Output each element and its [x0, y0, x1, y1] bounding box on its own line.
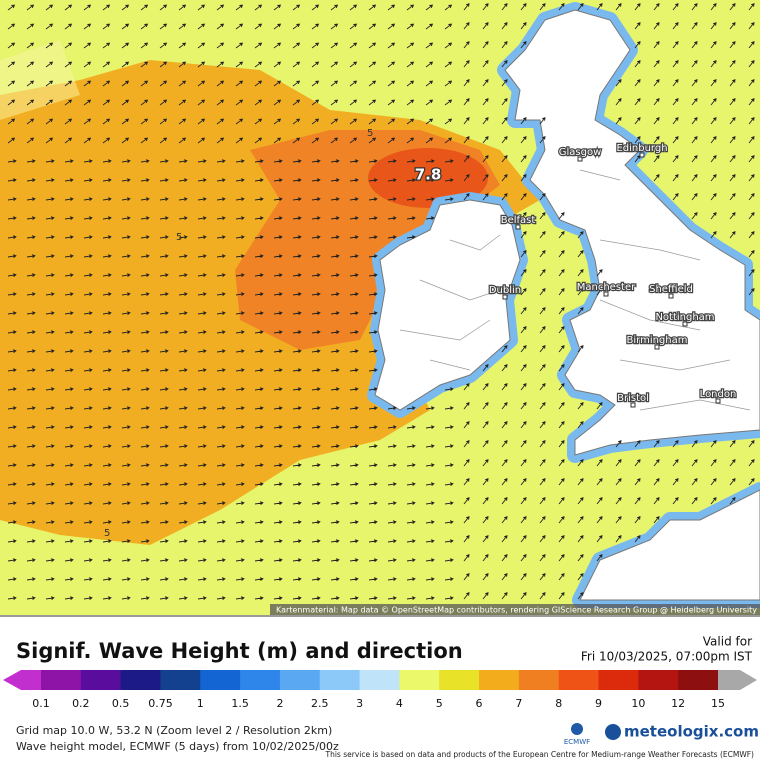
attribution: Kartenmaterial: Map data © OpenStreetMap… [276, 606, 757, 615]
city-marker [654, 344, 660, 350]
city-label: Sheffield [649, 284, 693, 295]
legend-label: 4 [396, 697, 403, 710]
legend-label: 15 [711, 697, 725, 710]
legend-swatch [160, 670, 201, 690]
legend-end [3, 670, 41, 690]
contour-label: 5 [104, 528, 110, 539]
legend-label: 10 [631, 697, 645, 710]
ecmwf-logo [571, 723, 583, 735]
peak-label: 7.8 [415, 166, 442, 184]
city-marker [577, 156, 583, 162]
footer-model: Wave height model, ECMWF (5 days) from 1… [16, 740, 339, 753]
city-label: Glasgow [559, 147, 602, 158]
divider [0, 615, 760, 617]
legend-swatch [518, 670, 560, 690]
ecmwf-text: ECMWF [564, 738, 590, 746]
city-marker [682, 321, 688, 327]
city-marker [502, 294, 508, 300]
city-marker [668, 293, 674, 299]
city-label: Nottingham [655, 312, 714, 323]
legend-swatch [80, 670, 122, 690]
legend-swatch [598, 670, 639, 690]
legend-swatch [479, 670, 520, 690]
legend-label: 0.75 [148, 697, 173, 710]
brand-logo [605, 724, 621, 740]
city-label: Bristol [617, 393, 649, 404]
legend-label: 8 [555, 697, 562, 710]
city-labels: Glasgow Edinburgh Belfast Dublin Manchester S… [488, 142, 738, 408]
footer-grid: Grid map 10.0 W, 53.2 N (Zoom level 2 / … [16, 724, 332, 737]
legend-label: 2.5 [311, 697, 329, 710]
legend-label: 1.5 [231, 697, 249, 710]
land [374, 9, 760, 601]
valid-time: Fri 10/03/2025, 07:00pm IST [581, 650, 753, 664]
legend-label: 5 [436, 697, 443, 710]
legend-label: 12 [671, 697, 685, 710]
legend-label: 1 [197, 697, 204, 710]
legend-swatch [319, 670, 361, 690]
city-label: Birmingham [627, 335, 688, 346]
legend-swatch [359, 670, 400, 690]
title: Signif. Wave Height (m) and direction [16, 639, 463, 663]
legend-swatch [399, 670, 440, 690]
legend-label: 6 [476, 697, 483, 710]
contour-label: 5 [367, 128, 373, 139]
city-label: London [700, 389, 737, 400]
city-marker [515, 224, 521, 230]
city-label: Edinburgh [616, 143, 667, 154]
city-marker [630, 402, 636, 408]
legend-label: 0.1 [32, 697, 50, 710]
brand: meteologix.com [624, 723, 759, 741]
wave-direction-arrows [7, 3, 755, 601]
sea-zone [0, 40, 80, 120]
legend-label: 9 [595, 697, 602, 710]
legend-swatch [439, 670, 480, 690]
city-label: Belfast [501, 215, 536, 226]
legend-swatch [678, 670, 719, 690]
contour-label: 5 [176, 232, 182, 243]
legend-label: 7 [515, 697, 522, 710]
legend-swatch [240, 670, 281, 690]
legend-swatch [638, 670, 679, 690]
city-marker [715, 398, 721, 404]
legend-label: 0.2 [72, 697, 90, 710]
legend-label: 2 [276, 697, 283, 710]
legend-swatch [41, 670, 82, 690]
valid-label: Valid for [703, 635, 752, 649]
attribution-bg [270, 604, 760, 615]
legend-swatch [120, 670, 161, 690]
legend-swatch [200, 670, 241, 690]
city-label: Manchester [577, 282, 636, 293]
city-marker [603, 291, 609, 297]
legend-label: 0.5 [112, 697, 130, 710]
legend-swatch [279, 670, 321, 690]
legend: 0.1 0.2 0.5 0.75 1 1.5 2 2.5 3 4 5 6 7 8 9 10 12 15 [3, 670, 757, 710]
disclaimer: This service is based on data and produc… [325, 750, 755, 759]
city-label: Dublin [489, 285, 521, 296]
map: 5 5 5 7.8 Glasgow Edinburgh Belfast Dublin M… [0, 0, 760, 615]
sea-zone [368, 148, 488, 208]
city-marker [639, 152, 645, 158]
borders [399, 169, 751, 411]
legend-label: 3 [356, 697, 363, 710]
legend-end [718, 670, 757, 690]
legend-swatch [558, 670, 600, 690]
